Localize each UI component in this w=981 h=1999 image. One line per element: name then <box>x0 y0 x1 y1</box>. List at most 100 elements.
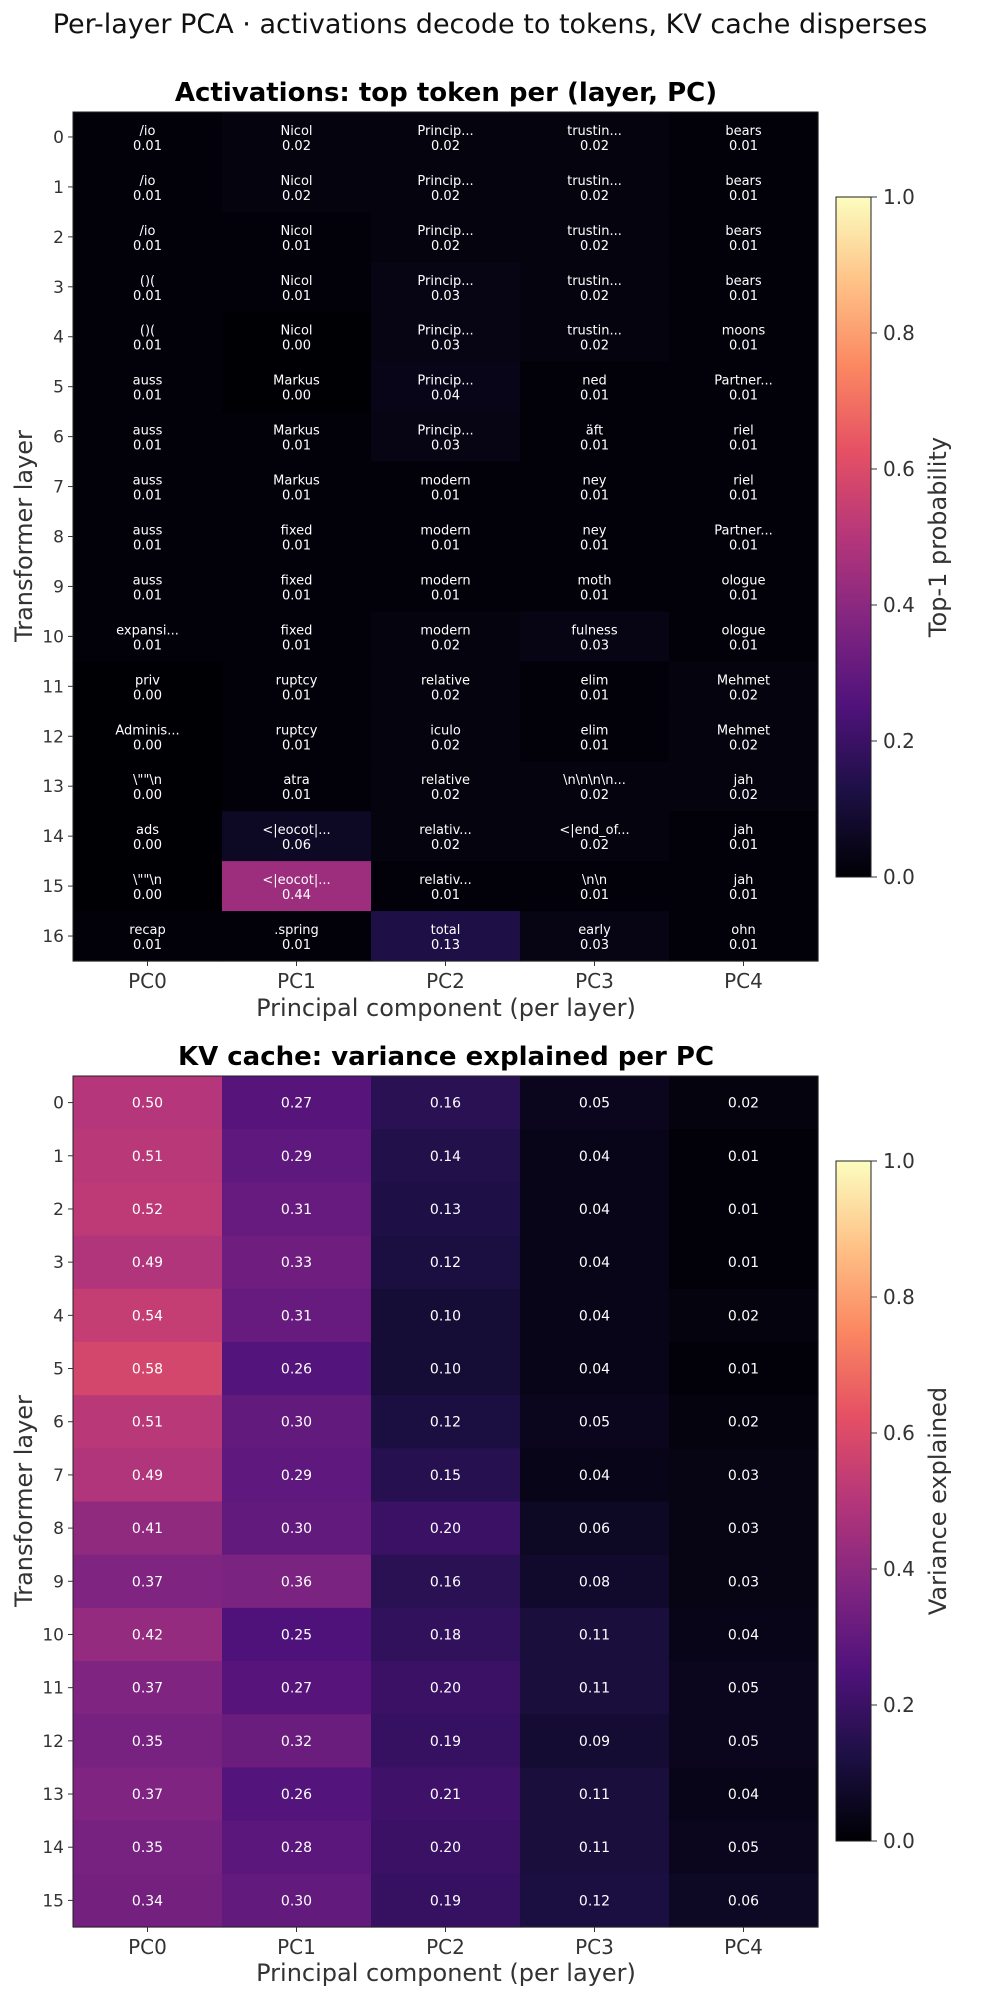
x-tick-label: PC0 <box>128 1935 167 1959</box>
heatmap-cell <box>222 1820 372 1875</box>
cell-value-label: 0.37 <box>132 1681 163 1697</box>
cell-token-label: <|eocot|... <box>262 873 330 888</box>
cell-token-label: riel <box>733 424 754 439</box>
heatmap-cell <box>669 1661 819 1715</box>
cell-value-label: 0.41 <box>132 1521 163 1537</box>
cell-value-label: 0.05 <box>728 1681 759 1697</box>
cell-value-label: 0.09 <box>579 1734 610 1750</box>
cell-value-label: 0.52 <box>132 1202 163 1218</box>
colorbar-tick-label: 0.8 <box>883 1285 915 1309</box>
cell-probability-label: 0.00 <box>133 788 162 803</box>
heatmap-cell <box>371 1182 521 1237</box>
cell-value-label: 0.06 <box>728 1893 759 1909</box>
cell-token-label: iculo <box>430 723 461 738</box>
cell-probability-label: 0.01 <box>133 389 162 404</box>
cell-token-label: /io <box>140 174 156 189</box>
cell-token-label: ney <box>583 474 607 489</box>
heatmap-cell <box>222 411 372 463</box>
heatmap-cell <box>669 1501 819 1556</box>
cell-value-label: 0.12 <box>430 1255 461 1271</box>
heatmap-cell <box>222 1501 372 1556</box>
cell-probability-label: 0.44 <box>282 888 311 903</box>
heatmap-cell <box>669 711 819 762</box>
y-tick-label: 13 <box>42 1785 64 1805</box>
cell-token-label: Partner... <box>714 524 772 539</box>
cell-value-label: 0.50 <box>132 1096 163 1112</box>
activations-title: Activations: top token per (layer, PC) <box>175 78 717 108</box>
cell-token-label: auss <box>133 424 163 439</box>
heatmap-cell <box>371 461 521 513</box>
heatmap-cell <box>371 1395 521 1449</box>
cell-value-label: 0.20 <box>430 1681 461 1697</box>
y-tick-label: 0 <box>53 1094 64 1114</box>
cell-value-label: 0.18 <box>430 1627 461 1643</box>
activations-cells: /io0.01Nicol0.02Princip...0.02trustin...… <box>73 112 819 962</box>
x-tick-label: PC3 <box>575 1935 614 1959</box>
heatmap-cell <box>520 161 670 213</box>
heatmap-cell <box>669 461 819 513</box>
cell-token-label: ney <box>583 524 607 539</box>
heatmap-cell <box>222 1341 372 1396</box>
heatmap-cell <box>520 911 670 962</box>
cell-value-label: 0.27 <box>281 1096 312 1112</box>
cell-token-label: relative <box>421 673 470 688</box>
cell-value-label: 0.21 <box>430 1787 461 1803</box>
cell-value-label: 0.05 <box>579 1415 610 1431</box>
cell-value-label: 0.37 <box>132 1574 163 1590</box>
cell-token-label: modern <box>420 474 470 489</box>
heatmap-cell <box>73 1235 223 1290</box>
cell-probability-label: 0.01 <box>729 139 758 154</box>
heatmap-cell <box>371 1448 521 1503</box>
cell-probability-label: 0.01 <box>729 938 758 953</box>
heatmap-cell <box>222 661 372 712</box>
cell-token-label: auss <box>133 474 163 489</box>
cell-probability-label: 0.02 <box>729 788 758 803</box>
cell-value-label: 0.01 <box>728 1362 759 1378</box>
heatmap-cell <box>669 1288 819 1343</box>
cell-token-label: ()( <box>140 274 155 289</box>
heatmap-cell <box>669 211 819 263</box>
heatmap-cell <box>73 1182 223 1237</box>
kv-cache-cells: 0.50 0.27 0.16 0.05 0.02 0.51 0.29 0.14 0.04 0.01… <box>73 1076 819 1928</box>
cell-token-label: fixed <box>281 573 313 588</box>
cell-token-label: fixed <box>281 524 313 539</box>
heatmap-cell <box>520 461 670 513</box>
cell-value-label: 0.51 <box>132 1415 163 1431</box>
y-tick-label: 4 <box>53 1306 64 1326</box>
heatmap-cell <box>520 311 670 363</box>
cell-value-label: 0.11 <box>579 1787 610 1803</box>
heatmap-cell <box>520 1820 670 1875</box>
heatmap-cell <box>371 761 521 812</box>
heatmap-cell <box>520 211 670 263</box>
heatmap-cell <box>371 1661 521 1715</box>
heatmap-cell <box>371 661 521 712</box>
cell-token-label: \n\n <box>582 873 607 888</box>
cell-value-label: 0.34 <box>132 1893 163 1909</box>
cell-value-label: 0.16 <box>430 1574 461 1590</box>
colorbar-tick-label: 0.2 <box>883 729 915 753</box>
heatmap-cell <box>371 311 521 363</box>
colorbar-tick-label: 0.6 <box>883 457 915 481</box>
cell-probability-label: 0.02 <box>580 838 609 853</box>
x-tick-label: PC1 <box>277 1935 316 1959</box>
heatmap-cell <box>669 1873 819 1928</box>
cell-token-label: priv <box>135 673 160 688</box>
cell-probability-label: 0.01 <box>282 738 311 753</box>
heatmap-cell <box>520 361 670 413</box>
colorbar-tick-label: 0.4 <box>883 593 915 617</box>
heatmap-cell <box>669 112 819 163</box>
y-tick-label: 3 <box>53 278 64 298</box>
cell-probability-label: 0.01 <box>580 688 609 703</box>
heatmap-cell <box>520 661 670 712</box>
cell-value-label: 0.30 <box>281 1893 312 1909</box>
cell-token-label: Princip... <box>417 124 473 139</box>
heatmap-cell <box>520 1661 670 1715</box>
cell-probability-label: 0.01 <box>133 189 162 204</box>
heatmap-cell <box>73 1076 223 1130</box>
cell-value-label: 0.29 <box>281 1468 312 1484</box>
heatmap-cell <box>73 311 223 363</box>
cell-value-label: 0.36 <box>281 1574 312 1590</box>
cell-token-label: \n\n\n\n... <box>563 773 626 788</box>
kv-cache-x-axis-label: Principal component (per layer) <box>256 1959 636 1987</box>
